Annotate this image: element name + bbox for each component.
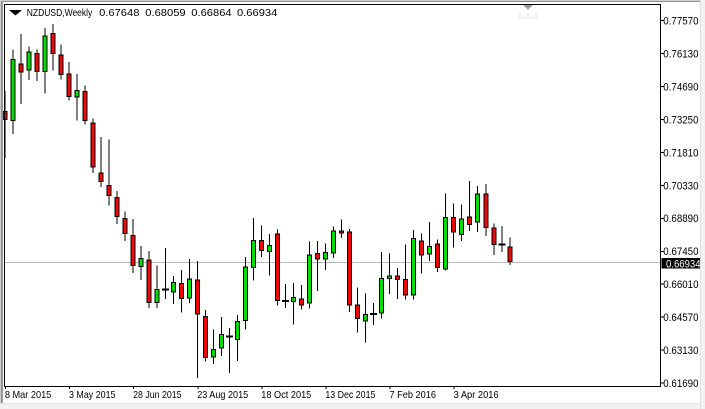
svg-text:0.73250: 0.73250	[663, 114, 698, 126]
svg-text:3 May 2015: 3 May 2015	[69, 390, 116, 401]
svg-text:0.66864: 0.66864	[191, 8, 232, 19]
svg-text:0.66010: 0.66010	[663, 279, 698, 291]
svg-text:0.61690: 0.61690	[663, 378, 698, 390]
svg-text:7 Feb 2016: 7 Feb 2016	[390, 390, 437, 401]
svg-text:0.68890: 0.68890	[663, 213, 698, 225]
svg-text:0.76130: 0.76130	[663, 48, 698, 60]
svg-text:0.71810: 0.71810	[663, 147, 698, 159]
svg-text:0.64570: 0.64570	[663, 312, 698, 324]
svg-text:0.70330: 0.70330	[663, 180, 698, 192]
svg-text:0.63130: 0.63130	[663, 345, 698, 357]
svg-text:0.67450: 0.67450	[663, 246, 698, 258]
svg-text:0.77570: 0.77570	[663, 16, 698, 28]
svg-text:NZDUSD,Weekly: NZDUSD,Weekly	[27, 8, 93, 19]
svg-text:3 Apr 2016: 3 Apr 2016	[454, 390, 499, 401]
svg-text:0.68059: 0.68059	[145, 8, 186, 19]
svg-text:13 Dec 2015: 13 Dec 2015	[325, 390, 375, 401]
svg-text:18 Oct 2015: 18 Oct 2015	[261, 390, 311, 401]
svg-text:28 Jun 2015: 28 Jun 2015	[133, 390, 182, 401]
svg-text:0.66934: 0.66934	[666, 258, 701, 270]
svg-text:0.74690: 0.74690	[663, 81, 698, 93]
svg-text:23 Aug 2015: 23 Aug 2015	[197, 390, 248, 401]
svg-text:0.66934: 0.66934	[237, 8, 278, 19]
svg-text:0.67648: 0.67648	[99, 8, 140, 19]
svg-text:8 Mar 2015: 8 Mar 2015	[5, 390, 52, 401]
